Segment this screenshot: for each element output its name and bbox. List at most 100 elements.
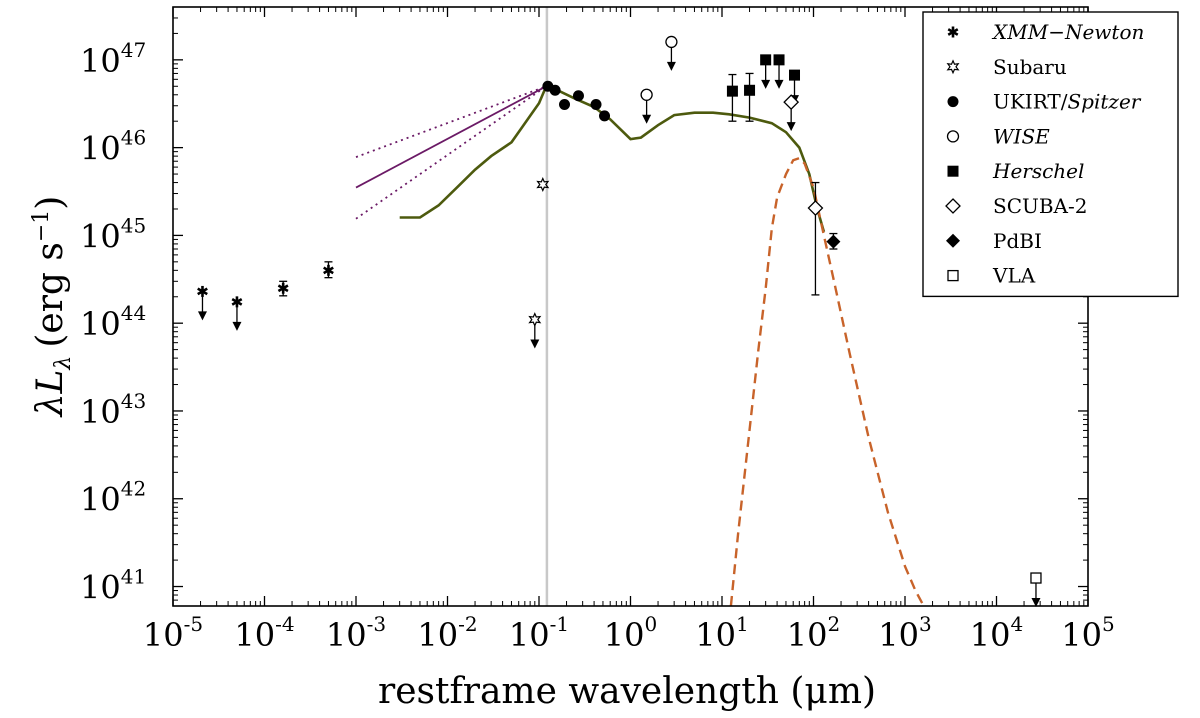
y-tick-label: 1046 <box>80 126 146 168</box>
marker-ukirt-spitzer <box>549 84 561 96</box>
data-point-xmm-newton-1 <box>231 296 243 331</box>
x-tick-exp: 3 <box>919 612 932 636</box>
legend-entry: Subaru <box>946 55 1067 79</box>
marker-xmm-newton <box>323 264 334 276</box>
x-axis-label: restframe wavelength (μm) <box>378 671 876 712</box>
x-tick-base: 10 <box>417 616 458 654</box>
model-lines-layer <box>355 84 925 606</box>
marker-xmm-newton <box>277 282 289 294</box>
legend-marker <box>947 96 959 108</box>
x-tick-label: 10-5 <box>143 612 203 654</box>
legend-entry: PdBI <box>946 229 1042 253</box>
x-tick-base: 10 <box>604 616 645 654</box>
legend: XMM−Newton Subaru UKIRT/Spitzer WISE Hersche… <box>922 11 1179 298</box>
x-tick-exp: -4 <box>275 612 294 636</box>
data-point-xmm-newton-0 <box>197 285 208 321</box>
data-point-xmm-newton-2 <box>277 280 289 297</box>
y-tick-label: 1042 <box>80 477 146 519</box>
data-point-ukirt-spitzer-2 <box>559 98 571 110</box>
x-tick-exp: -5 <box>184 612 203 636</box>
x-tick-exp: -2 <box>458 612 477 636</box>
marker-herschel <box>760 54 772 66</box>
marker-wise <box>665 35 678 49</box>
tick-labels-layer: 10-5 10-4 10-3 10-2 10-1 100 101 102 103 104 10510… <box>80 38 1115 654</box>
x-tick-label: 103 <box>878 612 931 654</box>
data-point-xmm-newton-3 <box>323 261 334 279</box>
legend-entry: WISE <box>946 124 1050 148</box>
x-tick-base: 10 <box>1061 616 1102 654</box>
model-line-uv-power-law-upper <box>355 85 547 158</box>
marker-ukirt-spitzer <box>572 90 584 102</box>
data-point-ukirt-spitzer-5 <box>599 110 611 122</box>
marker-ukirt-spitzer <box>590 98 602 110</box>
marker-pdbi <box>826 234 841 249</box>
legend-label: XMM−Newton <box>991 20 1144 44</box>
marker-ukirt-spitzer <box>559 98 571 110</box>
legend-label: WISE <box>993 124 1050 148</box>
legend-entry: VLA <box>947 264 1036 288</box>
marker-scuba-2 <box>783 94 800 111</box>
x-tick-label: 10-4 <box>234 612 294 654</box>
x-tick-base: 10 <box>970 616 1011 654</box>
data-point-wise-1 <box>665 35 678 71</box>
y-tick-base: 10 <box>80 481 121 519</box>
y-tick-exp: 42 <box>121 477 146 501</box>
y-tick-base: 10 <box>80 42 121 80</box>
marker-scuba-2 <box>807 200 824 216</box>
marker-subaru-shape <box>536 177 550 192</box>
x-tick-exp: 0 <box>644 612 657 636</box>
legend-entry: SCUBA-2 <box>945 194 1087 218</box>
y-tick-exp: 43 <box>121 389 146 413</box>
marker-subaru <box>528 312 542 328</box>
marker-xmm-newton-core <box>280 285 286 291</box>
y-axis-label: λLλ (erg s−1) <box>29 196 76 419</box>
data-point-scuba-2-0 <box>783 94 800 132</box>
marker-xmm-newton-core <box>325 267 331 273</box>
legend-marker-core <box>950 29 956 35</box>
data-point-herschel-3 <box>773 54 785 89</box>
y-axis-label-units-end: ) <box>30 196 71 210</box>
legend-label-main: VLA <box>992 264 1036 288</box>
data-point-scuba-2-1 <box>807 181 824 296</box>
legend-entry: UKIRT/Spitzer <box>947 90 1142 114</box>
x-tick-label: 105 <box>1061 612 1114 654</box>
y-tick-label: 1043 <box>80 389 146 431</box>
model-line-agn-model <box>399 84 826 233</box>
y-tick-exp: 46 <box>121 126 146 150</box>
data-point-ukirt-spitzer-3 <box>572 90 584 102</box>
x-tick-exp: 2 <box>827 612 840 636</box>
x-tick-exp: 4 <box>1010 612 1023 636</box>
x-tick-base: 10 <box>143 616 184 654</box>
y-tick-exp: 41 <box>121 565 146 589</box>
legend-entry: Herschel <box>947 159 1084 183</box>
y-tick-exp: 47 <box>121 38 146 62</box>
upper-limit-arrowhead <box>666 61 676 71</box>
upper-limit-arrowhead <box>761 79 771 89</box>
legend-marker <box>946 233 960 248</box>
x-tick-label: 104 <box>970 612 1023 654</box>
legend-label: SCUBA-2 <box>993 194 1087 218</box>
y-axis-label-main: λL <box>30 370 71 419</box>
data-point-herschel-1 <box>744 72 756 122</box>
x-tick-base: 10 <box>878 616 919 654</box>
data-point-subaru-0 <box>536 177 550 192</box>
upper-limit-arrowhead <box>1031 598 1041 608</box>
data-point-ukirt-spitzer-1 <box>549 84 561 96</box>
legend-marker <box>947 26 959 38</box>
x-tick-exp: 1 <box>736 612 749 636</box>
marker-subaru <box>536 177 550 192</box>
y-axis-label-units: (erg s <box>30 242 71 348</box>
data-point-wise-0 <box>640 88 653 124</box>
x-tick-exp: -1 <box>550 612 569 636</box>
marker-herschel <box>789 69 801 81</box>
legend-label: VLA <box>992 264 1036 288</box>
x-tick-base: 10 <box>326 616 367 654</box>
marker-xmm-newton <box>197 285 208 297</box>
x-tick-exp: 5 <box>1102 612 1115 636</box>
x-tick-label: 102 <box>787 612 840 654</box>
upper-limit-arrowhead <box>530 339 540 349</box>
y-tick-base: 10 <box>80 393 121 431</box>
legend-label-main: SCUBA-2 <box>993 194 1087 218</box>
upper-limit-arrowhead <box>786 122 796 132</box>
legend-marker-shape <box>946 59 960 75</box>
